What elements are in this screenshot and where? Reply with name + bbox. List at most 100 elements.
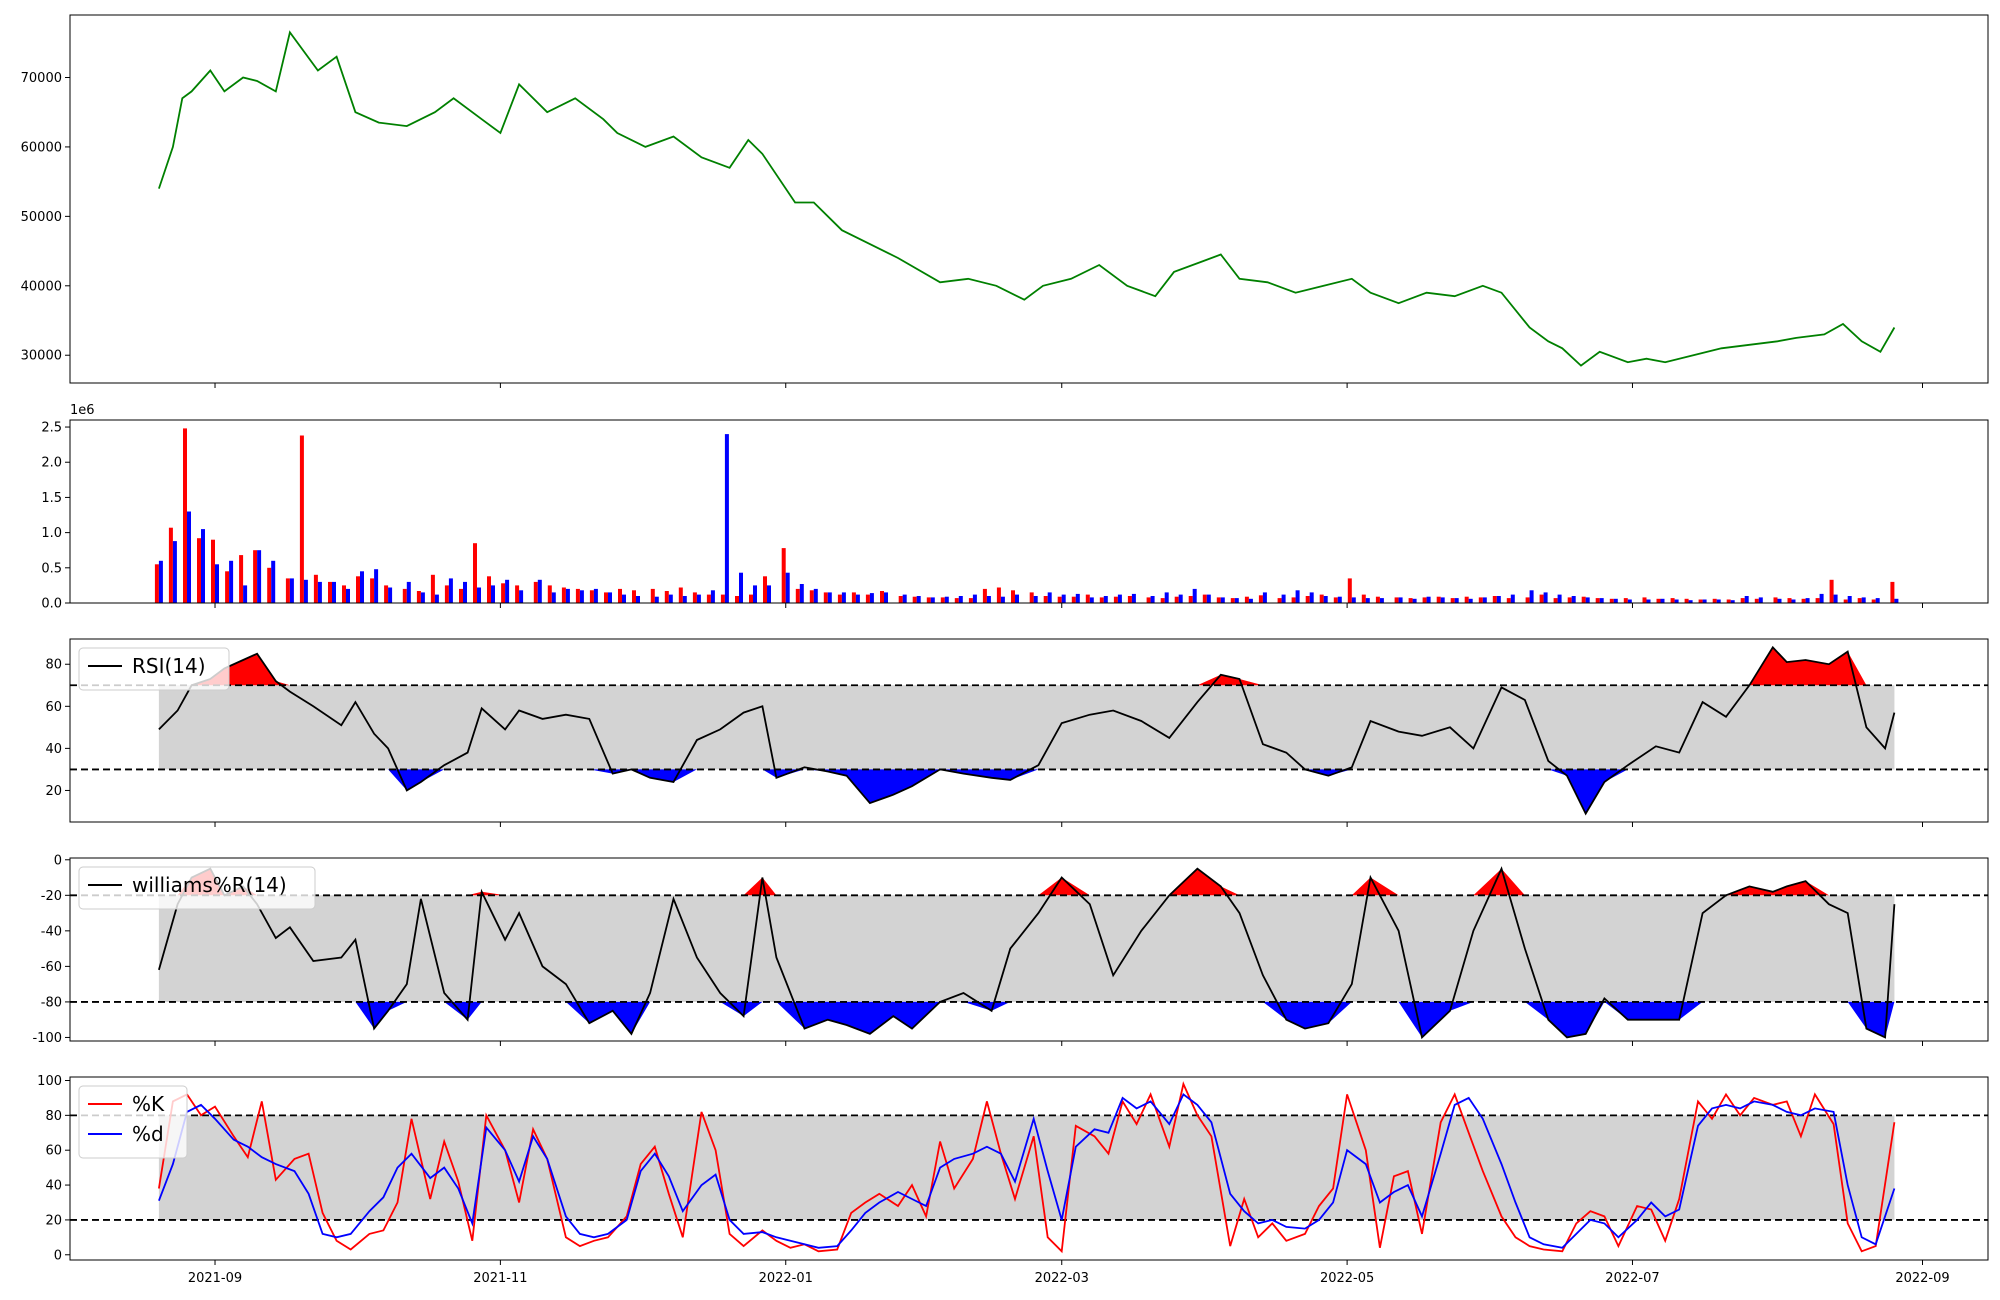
volume-bar — [589, 590, 594, 603]
volume-bar — [1305, 596, 1310, 603]
volume-bar — [1178, 594, 1183, 603]
legend: williams%R(14) — [78, 866, 316, 910]
plot-area-stochastic — [70, 1081, 1988, 1254]
volume-bar — [940, 597, 945, 603]
volume-bar — [328, 581, 332, 603]
volume-bar — [753, 585, 757, 603]
volume-bar — [1543, 592, 1548, 603]
volume-bar — [1674, 599, 1679, 603]
volume-bar — [1422, 597, 1427, 603]
volume-bar — [720, 594, 725, 603]
legend-box — [78, 866, 316, 910]
volume-bar — [823, 592, 828, 603]
volume-bar — [1684, 598, 1689, 603]
volume-bar — [253, 550, 258, 603]
volume-bar — [1890, 581, 1895, 603]
axes-frame — [69, 419, 1989, 604]
volume-bar — [1805, 598, 1810, 603]
volume-bar — [837, 594, 842, 603]
volume-bar — [1482, 597, 1487, 603]
volume-bar — [1819, 593, 1824, 603]
volume-bar — [1061, 594, 1066, 603]
volume-bar — [430, 574, 435, 603]
volume-bar — [869, 593, 874, 603]
volume-bar — [1164, 592, 1169, 603]
y-tick-label: -20 — [41, 889, 62, 904]
volume-bar — [1047, 592, 1052, 603]
volume-bar — [1234, 598, 1239, 603]
price-line — [158, 30, 1896, 367]
volume-bar — [1468, 598, 1473, 603]
y-tick-label: 80 — [45, 1109, 62, 1124]
y-tick-label: 60 — [45, 700, 62, 715]
oversold-fill — [158, 1001, 1895, 1038]
volume-bar — [1043, 596, 1048, 603]
volume-bar — [158, 560, 163, 603]
volume-bar — [1758, 597, 1763, 603]
volume-bar — [1029, 592, 1034, 603]
volume-bar — [197, 538, 201, 603]
volume-bar — [1347, 578, 1352, 603]
x-tick-label: 2022-03 — [1035, 1271, 1089, 1286]
volume-bar — [1309, 592, 1314, 603]
axes-frame — [69, 1076, 1989, 1261]
panel-stochastic: 0 20 40 60 80 100 %K %d 2021-09 2021-11 2022-01 202… — [37, 1074, 1989, 1286]
volume-bar — [1150, 596, 1155, 603]
volume-bar — [724, 434, 729, 603]
legend: RSI(14) — [78, 647, 230, 691]
volume-bar — [1258, 595, 1263, 603]
volume-bar — [1174, 596, 1179, 603]
volume-bar — [912, 596, 917, 603]
volume-bar — [682, 596, 687, 603]
volume-bar — [865, 594, 870, 603]
y-tick-label: 1.0 — [41, 526, 62, 541]
volume-bar — [1609, 598, 1614, 603]
plot-area-volume — [154, 428, 1899, 603]
volume-bar — [1192, 588, 1197, 603]
volume-bar — [420, 592, 425, 603]
volume-bar — [1847, 596, 1852, 603]
x-tick-label: 2021-09 — [188, 1271, 242, 1286]
volume-bar — [678, 587, 683, 603]
volume-bar — [1833, 594, 1838, 603]
volume-bar — [1099, 597, 1104, 603]
volume-bar — [632, 590, 636, 603]
volume-bar — [1323, 596, 1328, 603]
panel-price: 30000 40000 50000 60000 70000 — [21, 14, 1989, 388]
y-tick-label: 0.5 — [41, 561, 62, 576]
volume-bar — [1365, 598, 1370, 603]
volume-bar — [1333, 597, 1338, 603]
volume-bar — [313, 574, 318, 603]
volume-bar — [1857, 598, 1862, 603]
volume-bar — [1656, 598, 1661, 603]
volume-bar — [491, 585, 495, 603]
volume-bar — [1281, 594, 1286, 603]
volume-bar — [402, 588, 407, 603]
volume-bar — [1492, 596, 1497, 603]
volume-bar — [1861, 597, 1866, 603]
volume-bar — [172, 541, 177, 603]
y-tick-label: 1.5 — [41, 491, 62, 506]
volume-bar — [972, 594, 977, 603]
volume-bar — [168, 527, 173, 603]
volume-bar — [827, 592, 832, 603]
volume-bar — [1599, 598, 1604, 603]
volume-bar — [537, 579, 542, 603]
overbought-fill — [158, 647, 1895, 686]
volume-bar — [1660, 598, 1665, 603]
plot-area-rsi — [70, 645, 1988, 816]
y-tick-label: 0 — [54, 853, 62, 868]
volume-bar — [1220, 597, 1225, 603]
volume-bar — [1436, 596, 1441, 603]
volume-bar — [406, 581, 411, 603]
volume-bar — [575, 588, 580, 603]
volume-bar — [855, 594, 860, 603]
volume-bar — [416, 591, 421, 603]
volume-bar — [271, 560, 276, 603]
volume-bar — [809, 590, 814, 603]
legend: %K %d — [78, 1085, 188, 1159]
volume-bar — [1454, 598, 1459, 603]
chart-panels: 30000 40000 50000 60000 70000 1e6 0.0 0.5 1.0 1.5… — [21, 14, 1989, 1286]
volume-bar — [1871, 599, 1876, 603]
volume-bar — [1525, 597, 1530, 603]
